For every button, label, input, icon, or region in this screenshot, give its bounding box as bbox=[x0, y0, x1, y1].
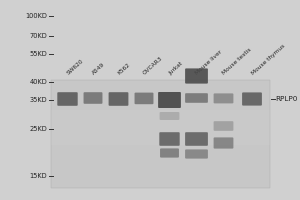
Text: 100KD: 100KD bbox=[26, 13, 47, 19]
Bar bbox=[51, 164, 270, 166]
Bar bbox=[51, 185, 270, 188]
FancyBboxPatch shape bbox=[242, 92, 262, 106]
FancyBboxPatch shape bbox=[109, 92, 128, 106]
FancyBboxPatch shape bbox=[57, 92, 78, 106]
Bar bbox=[51, 80, 270, 83]
FancyBboxPatch shape bbox=[160, 112, 179, 120]
Text: OVCAR3: OVCAR3 bbox=[142, 56, 164, 76]
Bar bbox=[51, 88, 270, 91]
FancyBboxPatch shape bbox=[214, 121, 233, 131]
Bar bbox=[51, 120, 270, 123]
Bar bbox=[51, 85, 270, 88]
FancyBboxPatch shape bbox=[185, 93, 208, 103]
Bar bbox=[51, 126, 270, 129]
Text: 40KD: 40KD bbox=[30, 79, 47, 85]
Bar bbox=[51, 158, 270, 161]
FancyBboxPatch shape bbox=[214, 93, 233, 103]
Bar bbox=[51, 177, 270, 180]
Bar bbox=[51, 148, 270, 150]
Bar bbox=[51, 83, 270, 85]
Bar bbox=[51, 129, 270, 131]
FancyBboxPatch shape bbox=[159, 132, 180, 146]
Text: 35KD: 35KD bbox=[30, 97, 47, 103]
Bar bbox=[51, 123, 270, 126]
FancyBboxPatch shape bbox=[158, 92, 181, 108]
Text: 55KD: 55KD bbox=[30, 51, 47, 57]
Bar bbox=[51, 161, 270, 164]
Bar bbox=[51, 91, 270, 94]
Bar bbox=[51, 94, 270, 96]
Bar bbox=[51, 110, 270, 112]
Text: Jurkat: Jurkat bbox=[168, 61, 184, 76]
Bar bbox=[51, 180, 270, 183]
Bar bbox=[51, 169, 270, 172]
FancyBboxPatch shape bbox=[185, 68, 208, 84]
Text: 15KD: 15KD bbox=[30, 173, 47, 179]
Text: Mouse testis: Mouse testis bbox=[222, 47, 253, 76]
FancyBboxPatch shape bbox=[160, 148, 179, 158]
Bar bbox=[51, 104, 270, 107]
Text: Mouse thymus: Mouse thymus bbox=[250, 43, 286, 76]
Bar bbox=[51, 99, 270, 102]
FancyBboxPatch shape bbox=[83, 92, 102, 104]
Text: SW620: SW620 bbox=[66, 58, 84, 76]
Bar bbox=[51, 150, 270, 153]
Text: Mouse liver: Mouse liver bbox=[195, 49, 224, 76]
Bar bbox=[51, 131, 270, 134]
Bar bbox=[51, 153, 270, 156]
Bar bbox=[51, 107, 270, 110]
Bar bbox=[51, 118, 270, 120]
Bar bbox=[51, 102, 270, 104]
FancyBboxPatch shape bbox=[134, 93, 153, 104]
Bar bbox=[51, 166, 270, 169]
Bar bbox=[51, 183, 270, 185]
Bar bbox=[51, 80, 270, 188]
Bar bbox=[51, 96, 270, 99]
Bar bbox=[51, 172, 270, 174]
Bar bbox=[51, 134, 270, 137]
Text: A549: A549 bbox=[91, 62, 106, 76]
Text: 70KD: 70KD bbox=[30, 33, 47, 39]
Bar bbox=[51, 142, 270, 145]
Bar bbox=[51, 115, 270, 118]
Bar bbox=[51, 156, 270, 158]
Bar bbox=[51, 137, 270, 139]
Bar bbox=[51, 145, 270, 148]
FancyBboxPatch shape bbox=[185, 132, 208, 146]
FancyBboxPatch shape bbox=[214, 137, 233, 149]
Text: K562: K562 bbox=[117, 62, 131, 76]
Text: RPLP0: RPLP0 bbox=[275, 96, 298, 102]
Bar bbox=[51, 112, 270, 115]
FancyBboxPatch shape bbox=[185, 149, 208, 159]
Bar bbox=[51, 139, 270, 142]
Text: 25KD: 25KD bbox=[30, 126, 47, 132]
Bar bbox=[51, 174, 270, 177]
